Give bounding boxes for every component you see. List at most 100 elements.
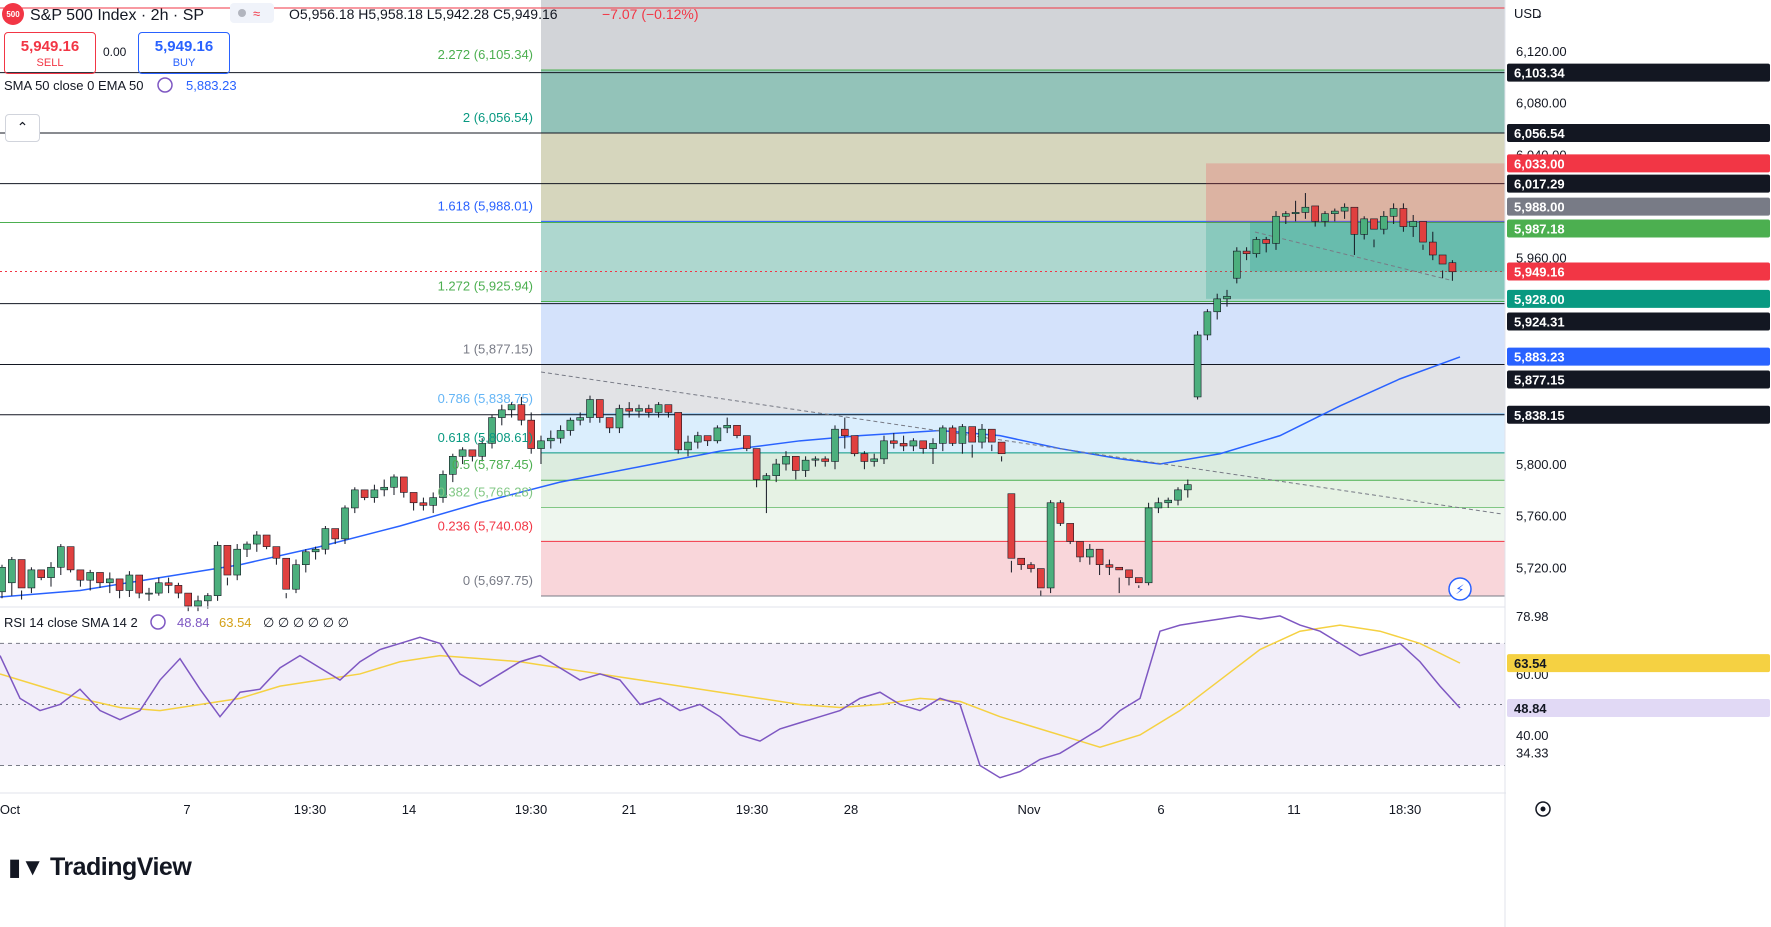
candle[interactable] [1027,562,1035,573]
candle[interactable] [1213,293,1221,320]
candle[interactable] [1056,500,1065,526]
candle[interactable] [595,399,604,423]
candle[interactable] [576,412,585,426]
candle[interactable] [439,470,447,503]
candle[interactable] [831,425,839,470]
candle[interactable] [733,425,741,439]
candle[interactable] [1017,557,1026,570]
trend-line-short[interactable] [1254,231,1451,281]
buy-button[interactable]: 5,949.16 BUY [138,32,230,74]
market-status-badge[interactable] [230,3,274,23]
candle[interactable] [742,435,751,452]
candle[interactable] [752,448,761,488]
candle[interactable] [556,425,565,444]
candle[interactable] [1184,479,1192,498]
candle[interactable] [488,415,496,449]
candle[interactable] [66,546,75,573]
candle[interactable] [654,402,663,418]
candle[interactable] [987,428,996,452]
candle[interactable] [674,412,683,454]
candle[interactable] [86,569,94,591]
candle[interactable] [1272,211,1280,250]
candle[interactable] [223,545,232,586]
candle[interactable] [399,476,408,498]
candle[interactable] [1419,221,1427,250]
candle[interactable] [821,456,830,467]
candle[interactable] [997,441,1006,462]
candle[interactable] [527,412,536,454]
lightning-icon[interactable] [1448,577,1472,601]
candle[interactable] [880,435,888,465]
candle[interactable] [96,572,104,588]
candle[interactable] [811,456,820,467]
candle[interactable] [782,451,790,471]
candle[interactable] [713,425,722,444]
candle[interactable] [419,497,428,511]
candle[interactable] [762,473,771,514]
candle[interactable] [517,396,526,426]
rsi-refresh-icon[interactable] [150,614,166,630]
candle[interactable] [1115,566,1123,594]
candle[interactable] [204,593,212,609]
candle[interactable] [899,435,908,452]
candle[interactable] [968,426,977,458]
candle[interactable] [468,449,477,462]
candle[interactable] [1331,208,1339,222]
candle[interactable] [546,430,555,449]
settings-gear-icon[interactable] [1535,801,1551,817]
candle[interactable] [311,546,320,560]
candle[interactable] [1282,211,1290,225]
refresh-icon[interactable] [157,77,173,93]
rsi-legend-label[interactable]: RSI 14 close SMA 14 2 [4,615,138,630]
candle[interactable] [1409,214,1417,237]
candle[interactable] [135,574,143,599]
candle[interactable] [1135,577,1143,588]
candle[interactable] [164,577,173,594]
candle[interactable] [791,456,800,480]
take-profit-zone[interactable] [1206,222,1505,299]
candle[interactable] [429,492,438,514]
candle[interactable] [0,564,6,599]
candle[interactable] [1193,331,1202,400]
candle[interactable] [1203,309,1212,341]
candle[interactable] [605,417,614,434]
candle[interactable] [693,431,702,449]
rsi-sma-line[interactable] [0,624,1461,748]
candle[interactable] [723,417,732,434]
candle[interactable] [1076,541,1084,563]
candle[interactable] [507,402,516,418]
candle[interactable] [1086,544,1094,565]
candle[interactable] [801,456,810,477]
candle[interactable] [948,425,957,446]
candle[interactable] [929,438,937,465]
candle[interactable] [233,544,241,581]
candle[interactable] [1350,206,1359,255]
candle[interactable] [1301,193,1310,219]
candle[interactable] [262,534,271,550]
candle[interactable] [1174,487,1182,506]
currency-chevron-icon[interactable]: ⌄ [1535,10,1543,21]
candle[interactable] [370,484,379,503]
candle[interactable] [1438,254,1447,279]
candle[interactable] [625,402,634,418]
candle[interactable] [174,582,183,599]
candle[interactable] [1429,231,1437,261]
candle[interactable] [840,417,849,449]
candle[interactable] [1340,203,1349,219]
candle[interactable] [448,453,457,483]
candle[interactable] [409,492,418,511]
candle[interactable] [644,404,653,418]
candle[interactable] [1370,218,1378,248]
candle[interactable] [272,546,281,565]
candle[interactable] [772,458,781,483]
sma-legend-label[interactable]: SMA 50 close 0 EMA 50 [4,78,143,93]
candle[interactable] [870,453,879,467]
candle[interactable] [850,435,859,457]
candle[interactable] [1380,211,1388,235]
candle[interactable] [1066,523,1074,545]
candle[interactable] [115,578,124,599]
collapse-legend-button[interactable]: ⌃ [5,114,40,142]
candle[interactable] [478,438,487,462]
candle[interactable] [37,569,46,581]
